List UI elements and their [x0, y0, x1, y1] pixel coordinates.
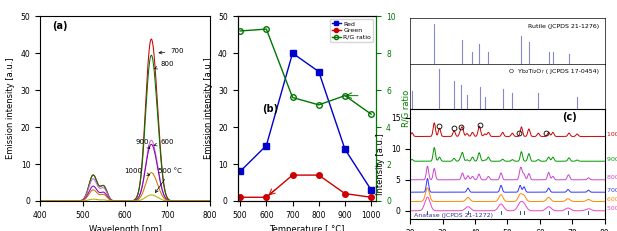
Text: 1000 °C: 1000 °C: [607, 132, 617, 137]
Y-axis label: Intensity [a.u.]: Intensity [a.u.]: [376, 133, 386, 195]
Text: Anatase (JCPDS 21-1272): Anatase (JCPDS 21-1272): [413, 213, 492, 218]
Text: O  Yb₂Ti₂O₇ ( JCPDS 17-0454): O Yb₂Ti₂O₇ ( JCPDS 17-0454): [509, 69, 599, 74]
Text: 700: 700: [159, 48, 184, 54]
Text: 900 °C: 900 °C: [607, 157, 617, 162]
Text: (b): (b): [263, 104, 279, 114]
Text: 900: 900: [136, 139, 150, 149]
Text: 600 °C: 600 °C: [607, 197, 617, 202]
Text: (a): (a): [52, 21, 67, 31]
Legend: Red, Green, R/G ratio: Red, Green, R/G ratio: [329, 19, 373, 42]
Y-axis label: Emission intensity [a.u.]: Emission intensity [a.u.]: [204, 58, 212, 159]
Text: 700 °C: 700 °C: [607, 188, 617, 193]
Y-axis label: Emission intensity [a.u.]: Emission intensity [a.u.]: [6, 58, 15, 159]
Text: 1000: 1000: [125, 168, 150, 176]
Text: 500 °C: 500 °C: [607, 207, 617, 211]
Text: 600: 600: [154, 139, 174, 146]
Y-axis label: R/G ratio: R/G ratio: [401, 90, 410, 127]
Text: 800: 800: [155, 61, 174, 69]
X-axis label: Wavelength [nm]: Wavelength [nm]: [88, 225, 162, 231]
Text: 500 °C: 500 °C: [155, 168, 182, 192]
X-axis label: Temperature [ °C]: Temperature [ °C]: [269, 225, 345, 231]
Text: 800 °C: 800 °C: [607, 176, 617, 180]
Text: (c): (c): [562, 112, 577, 122]
Text: Rutile (JCPDS 21-1276): Rutile (JCPDS 21-1276): [528, 24, 599, 29]
